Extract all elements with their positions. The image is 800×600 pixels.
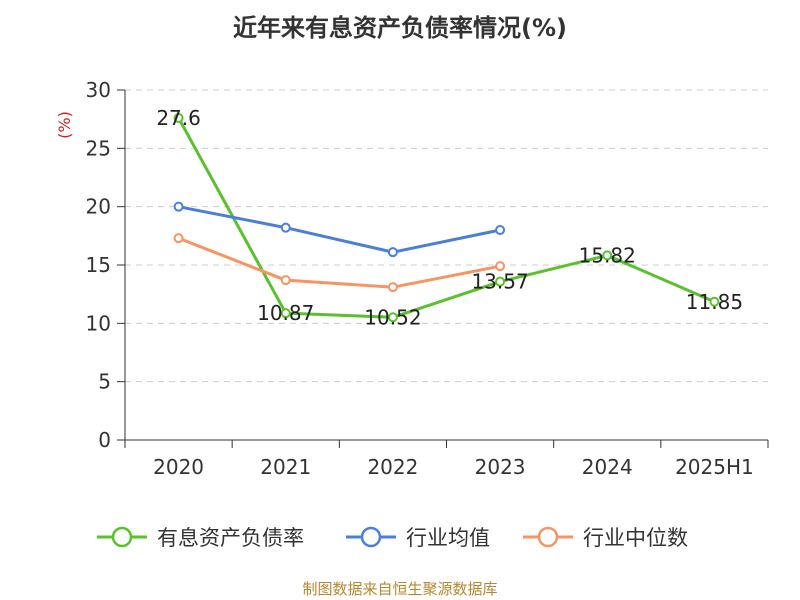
y-tick-label: 5 xyxy=(98,370,111,394)
source-note: 制图数据来自恒生聚源数据库 xyxy=(302,580,498,598)
legend-label: 有息资产负债率 xyxy=(157,526,304,550)
data-point xyxy=(387,312,398,323)
data-label: 27.6 xyxy=(156,106,201,130)
y-axis-unit: (%) xyxy=(55,111,74,139)
y-tick-label: 20 xyxy=(86,195,111,219)
legend: 有息资产负债率 行业均值 行业中位数 xyxy=(97,526,688,550)
x-tick-label: 2024 xyxy=(582,455,633,479)
legend-label: 行业均值 xyxy=(406,526,490,550)
data-point xyxy=(280,222,291,233)
data-point xyxy=(280,308,291,319)
legend-label: 行业中位数 xyxy=(583,526,688,550)
data-point xyxy=(495,276,506,287)
x-tick-label: 2020 xyxy=(153,455,204,479)
y-tick-label: 0 xyxy=(98,428,111,452)
data-point xyxy=(173,201,184,212)
data-point xyxy=(173,233,184,244)
x-tick-label: 2022 xyxy=(367,455,418,479)
data-point xyxy=(602,250,613,261)
data-point xyxy=(173,113,184,123)
y-tick-label: 30 xyxy=(86,78,111,102)
data-point xyxy=(495,225,506,235)
data-label: 10.52 xyxy=(364,305,421,329)
series-lines xyxy=(173,113,720,323)
legend-marker xyxy=(111,526,133,548)
data-label: 11.85 xyxy=(686,290,743,314)
data-labels: 27.6 10.87 10.52 13.57 15.82 11.85 xyxy=(156,106,743,329)
data-label: 15.82 xyxy=(579,243,636,267)
y-tick-label: 15 xyxy=(86,253,111,277)
legend-marker xyxy=(537,526,559,548)
data-point xyxy=(495,261,506,272)
x-tick-label: 2021 xyxy=(260,455,311,479)
axes: 0 5 10 15 20 25 30 2020 2021 2022 2023 2024 2025H1 (%… xyxy=(55,78,769,479)
data-point xyxy=(387,247,398,258)
data-point xyxy=(709,296,720,307)
legend-marker xyxy=(360,526,382,548)
series-line-1 xyxy=(178,205,501,254)
data-point xyxy=(280,275,291,286)
data-point xyxy=(387,282,398,293)
series-line-0 xyxy=(177,117,716,319)
y-tick-label: 10 xyxy=(86,311,111,335)
y-tick-label: 25 xyxy=(86,136,111,160)
x-tick-label: 2023 xyxy=(475,455,526,479)
x-tick-label: 2025H1 xyxy=(675,455,754,479)
grid-lines xyxy=(125,89,768,383)
chart-title: 近年来有息资产负债率情况(%) xyxy=(233,14,567,42)
series-line-2 xyxy=(178,236,501,289)
data-label: 13.57 xyxy=(471,270,528,294)
data-label: 10.87 xyxy=(257,301,314,325)
